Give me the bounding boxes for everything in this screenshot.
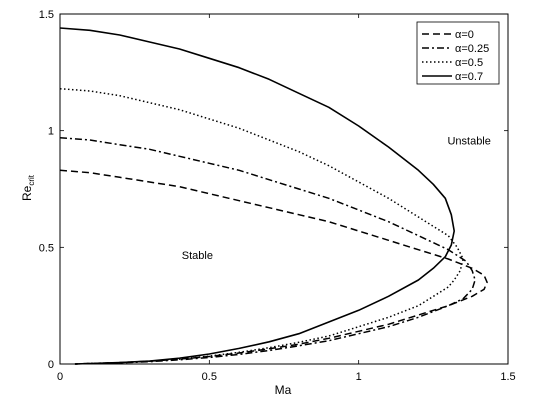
legend-label-0: α=0 [455, 29, 474, 41]
y-tick-label-1: 0.5 [39, 242, 54, 254]
series-line-1 [59, 136, 476, 365]
x-tick-label-1: 0.5 [202, 371, 217, 383]
series-line-0 [59, 169, 488, 365]
series-line-3 [59, 27, 456, 365]
plot-area: 0 0.5 1 1.5 0 0.5 1 1.5 [39, 9, 516, 383]
x-axis-label: Ma [275, 383, 292, 397]
legend: α=0 α=0.25 α=0.5 α=0.7 [416, 21, 500, 85]
plot-frame [59, 13, 509, 365]
y-axis-label-subscript: crit [27, 174, 36, 185]
legend-label-1: α=0.25 [455, 43, 489, 55]
annotation-stable: Stable [182, 250, 213, 262]
y-tick-label-3: 1.5 [39, 9, 54, 21]
x-tick-label-0: 0 [57, 371, 63, 383]
series-layer [59, 27, 488, 365]
legend-label-3: α=0.7 [455, 71, 483, 83]
legend-label-2: α=0.5 [455, 57, 483, 69]
x-tick-label-2: 1 [356, 371, 362, 383]
y-tick-label-2: 1 [48, 126, 54, 138]
ticks-layer: 0 0.5 1 1.5 0 0.5 1 1.5 [39, 9, 516, 383]
annotation-unstable: Unstable [447, 136, 490, 148]
legend-box [416, 21, 500, 85]
y-tick-label-0: 0 [48, 359, 54, 371]
y-axis-label: Recrit [20, 174, 36, 201]
x-tick-label-3: 1.5 [500, 371, 515, 383]
